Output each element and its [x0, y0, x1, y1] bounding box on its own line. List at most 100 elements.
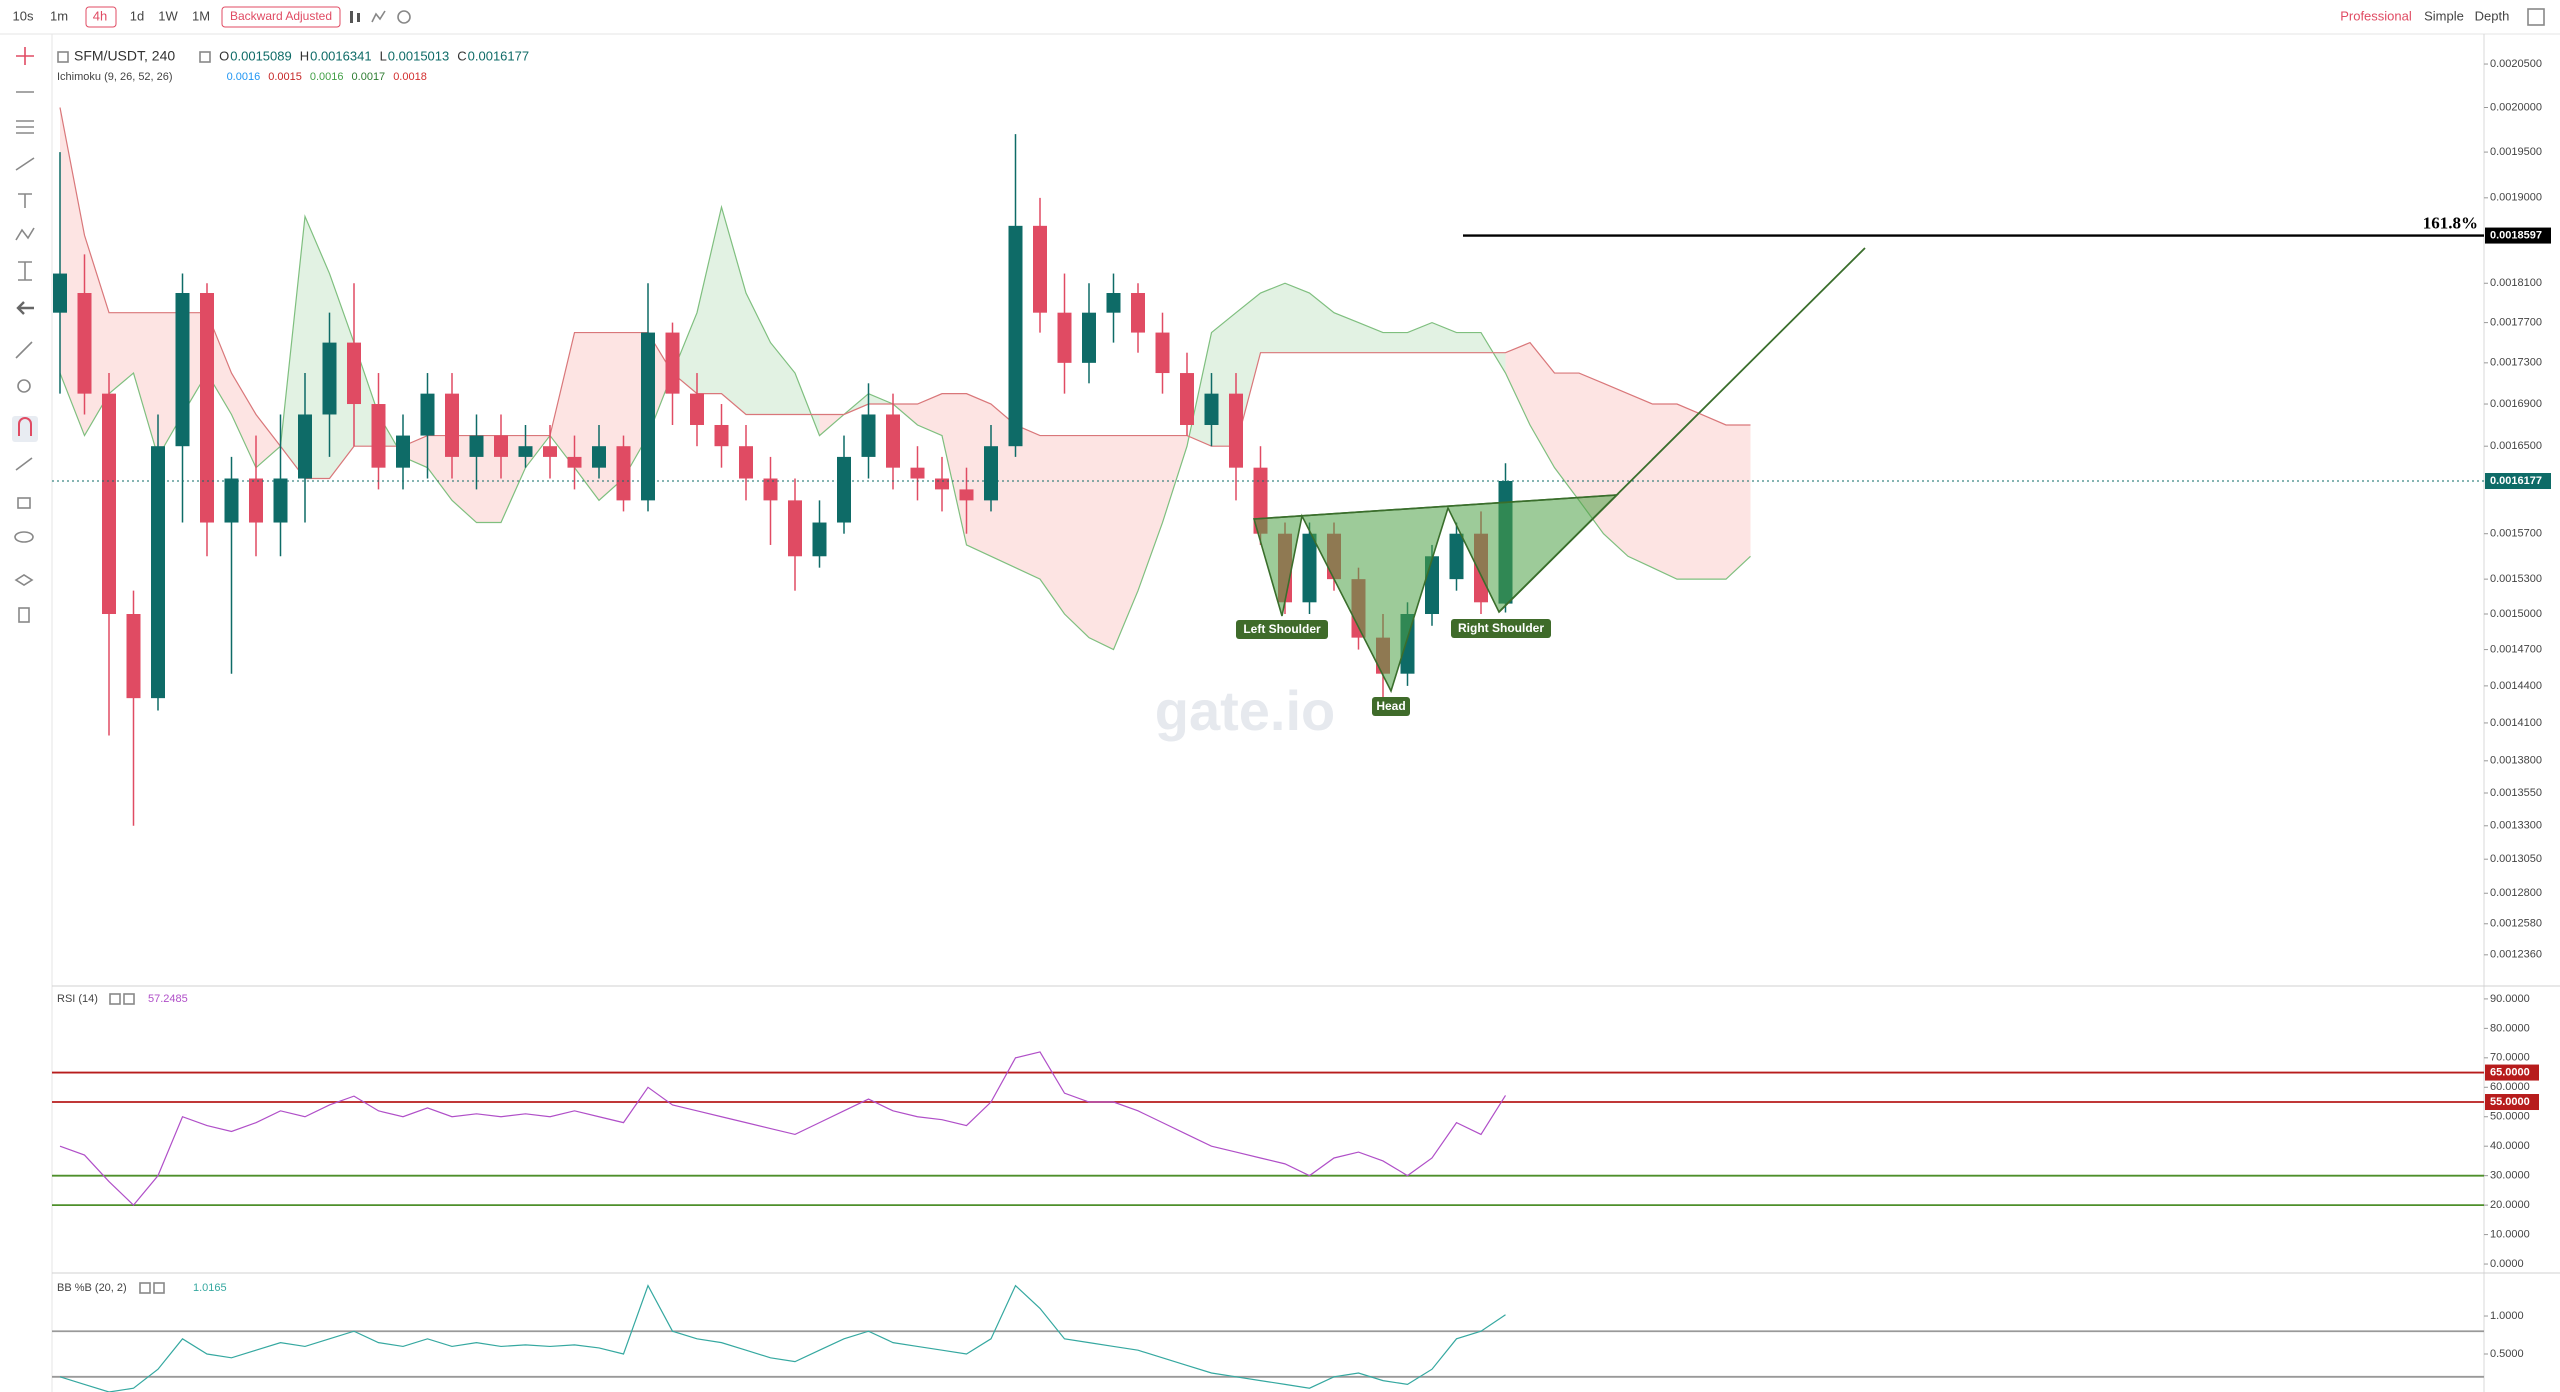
- y-tick-label: 0.0012580: [2490, 918, 2542, 930]
- cloud-fill: [1505, 342, 1530, 425]
- candle-body: [886, 414, 900, 468]
- ohlc-label: O: [219, 48, 229, 63]
- candle-body: [1204, 393, 1219, 425]
- ichimoku-value: 0.0015: [268, 71, 302, 83]
- bb-title: BB %B (20, 2): [57, 1282, 127, 1294]
- candle-body: [494, 435, 508, 457]
- candle-body: [616, 446, 631, 501]
- interval-button[interactable]: 1d: [130, 8, 144, 23]
- adjust-box[interactable]: [221, 6, 341, 28]
- cloud-fill: [1138, 435, 1163, 591]
- y-tick-label: 50.0000: [2490, 1111, 2530, 1123]
- candle-body: [126, 614, 141, 699]
- candle-body: [837, 456, 851, 523]
- view-button[interactable]: Professional: [2340, 8, 2412, 23]
- y-tick-label: 30.0000: [2490, 1170, 2530, 1182]
- candle-body: [347, 342, 361, 405]
- ichimoku-value: 0.0016: [227, 71, 261, 83]
- cloud-fill: [1628, 393, 1653, 568]
- y-tick-label: 0.0016900: [2490, 398, 2542, 410]
- y-tick-label: 0.0014100: [2490, 717, 2542, 729]
- cloud-fill: [1064, 435, 1089, 638]
- interval-button[interactable]: 1m: [50, 8, 68, 23]
- cloud-fill: [966, 393, 991, 557]
- cloud-fill: [329, 273, 354, 479]
- cloud-fill: [501, 435, 526, 523]
- candle-body: [445, 393, 459, 457]
- y-tick-label: 40.0000: [2490, 1140, 2530, 1152]
- y-tick-label: 0.0013300: [2490, 820, 2542, 832]
- cloud-fill: [1260, 283, 1285, 353]
- candle-body: [102, 393, 116, 615]
- cloud-fill: [1603, 383, 1628, 557]
- cloud-fill: [452, 435, 477, 523]
- ohlc-label: H: [300, 48, 309, 63]
- cloud-fill: [1456, 332, 1481, 353]
- candle-body: [812, 522, 827, 557]
- y-tick-label: 0.5000: [2490, 1348, 2524, 1360]
- candle-body: [910, 467, 925, 479]
- candle-body: [200, 293, 214, 523]
- cloud-fill: [942, 393, 967, 545]
- interval-button[interactable]: 1W: [158, 8, 178, 23]
- y-tick-label: 90.0000: [2490, 993, 2530, 1005]
- y-tick-label: 0.0012360: [2490, 949, 2542, 961]
- candle-body: [1253, 467, 1268, 534]
- candle-body: [739, 446, 753, 479]
- cloud-fill: [1285, 283, 1310, 353]
- indicator-line: [59, 1284, 1506, 1392]
- indicator-line: [59, 1051, 1507, 1206]
- ohlc-label: C: [457, 48, 466, 63]
- y-tick-label: 0.0019500: [2490, 146, 2542, 158]
- cloud-line: [59, 107, 1751, 480]
- candle-body: [298, 414, 312, 479]
- level-label: 55.0000: [2490, 1096, 2530, 1108]
- candle-body: [1302, 533, 1317, 603]
- interval-button[interactable]: 1M: [192, 8, 210, 23]
- y-tick-label: 0.0016500: [2490, 440, 2542, 452]
- pane-icons[interactable]: [57, 51, 211, 1294]
- candle-body: [151, 446, 165, 699]
- candle-body: [322, 342, 337, 415]
- interval-button[interactable]: 10s: [13, 8, 34, 23]
- fib-axis-bg: [2485, 227, 2551, 244]
- candle-body: [1057, 312, 1072, 363]
- ohlc-value: 0.0016341: [310, 48, 371, 63]
- pattern-label: Right Shoulder: [1458, 621, 1544, 635]
- candle-body: [53, 273, 67, 313]
- cloud-fill: [256, 414, 281, 468]
- candle-body: [641, 332, 655, 501]
- watermark: gate.io: [1155, 679, 1335, 742]
- candle-body: [273, 478, 288, 523]
- cloud-fill: [1334, 312, 1359, 353]
- cloud-fill: [1113, 435, 1138, 650]
- cloud-fill: [1015, 424, 1040, 580]
- cloud-fill: [1530, 342, 1555, 468]
- level-label: 65.0000: [2490, 1066, 2530, 1078]
- candle-body: [763, 478, 778, 501]
- active-interval-box[interactable]: [85, 6, 117, 28]
- candle-body: [935, 478, 949, 490]
- sidebar-tools[interactable]: [12, 47, 38, 623]
- cloud-fill: [1701, 414, 1726, 580]
- pattern-drawing[interactable]: [1236, 247, 1866, 716]
- view-button[interactable]: Depth: [2475, 8, 2510, 23]
- cloud-fill: [133, 312, 158, 457]
- candle-body: [77, 293, 92, 394]
- adjust-button[interactable]: Backward Adjusted: [230, 9, 332, 23]
- cloud-fill: [1579, 373, 1604, 534]
- interval-button[interactable]: 4h: [93, 8, 107, 23]
- candle-body: [690, 393, 704, 425]
- candle-body: [1449, 533, 1464, 580]
- y-tick-label: 10.0000: [2490, 1228, 2530, 1240]
- candle-body: [984, 446, 998, 501]
- cloud-line: [59, 204, 1751, 651]
- view-button[interactable]: Simple: [2424, 8, 2464, 23]
- candle-body: [1180, 373, 1194, 425]
- rsi-value: 57.2485: [148, 993, 188, 1005]
- candle-body: [371, 404, 386, 468]
- toolbar-icons[interactable]: [350, 8, 2545, 26]
- candle-body: [959, 489, 974, 501]
- candle-body: [469, 435, 484, 457]
